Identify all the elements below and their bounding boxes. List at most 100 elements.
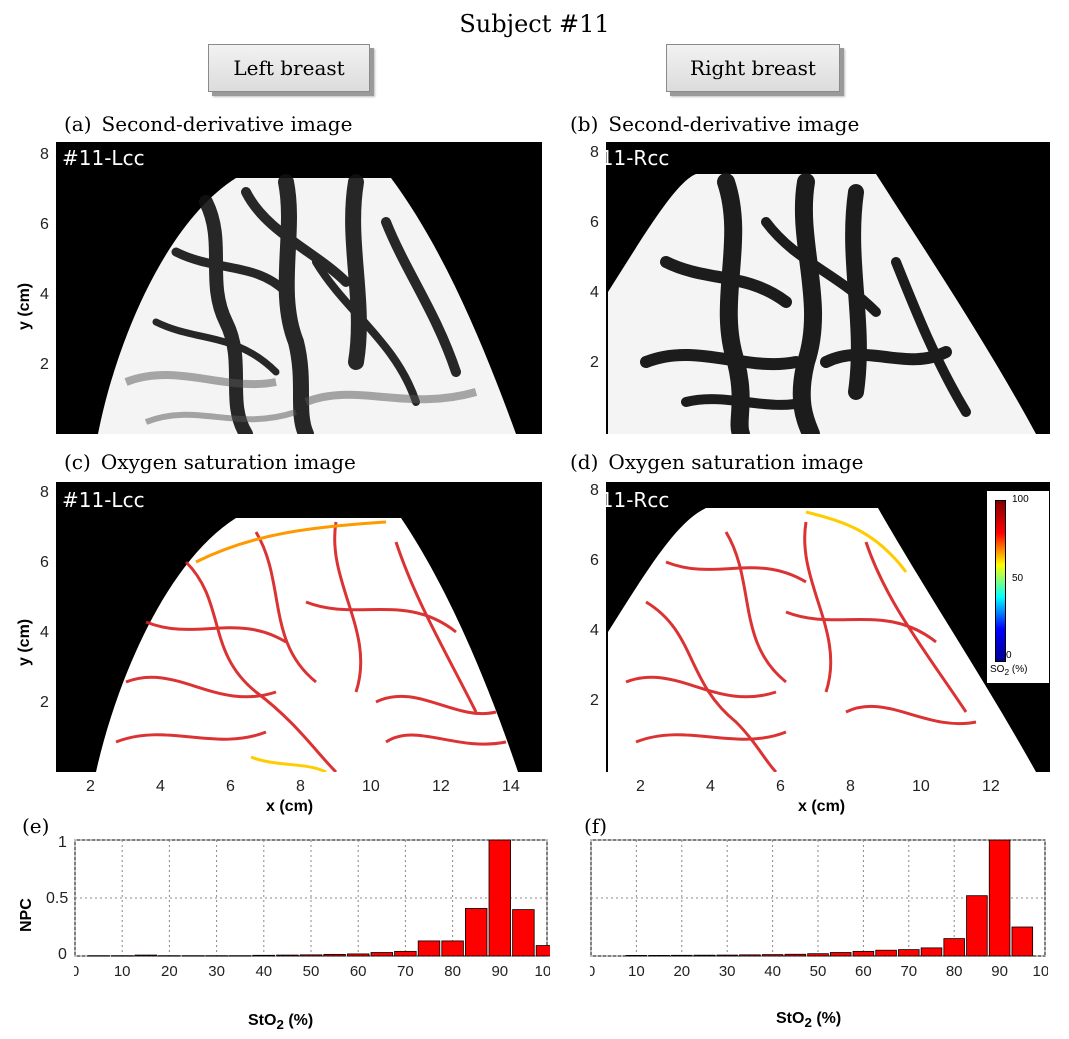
histogram-bar [740,955,761,956]
histogram-bar [694,955,715,956]
histogram-bar [182,956,204,957]
y-tick: 2 [590,354,599,372]
histogram-bar [111,956,133,957]
histogram-x-tick: 40 [764,963,781,980]
histogram-x-tick: 50 [810,963,827,980]
histogram-bar [229,956,251,957]
histogram-bar [536,946,550,956]
histogram-x-tick: 70 [900,963,917,980]
histogram-x-tick: 30 [208,963,225,980]
histogram-bar [418,941,440,956]
histogram-bar [324,954,346,956]
panel-a-caption: (a) Second-derivative image [64,112,352,136]
panel-d-caption-text: Oxygen saturation image [608,450,863,474]
x-label-main: StO [776,1010,804,1027]
histogram-bar [649,955,670,956]
panel-d-tag: (d) [570,450,598,474]
x-label-tail: (%) [812,1010,841,1027]
x-label-sub: 2 [804,1015,811,1030]
x-tick: 12 [982,778,1000,796]
panel-c-image [56,482,542,772]
histogram-bar [762,955,783,956]
histogram-y-axis-label: NPC [18,898,36,932]
y-tick: 6 [590,552,599,570]
y-tick: 8 [590,144,599,162]
x-tick: 6 [226,778,235,796]
histogram-x-tick: 80 [444,963,461,980]
histogram-bar [898,950,919,956]
y-tick: 8 [40,484,49,502]
histogram-bar [785,954,806,956]
y-tick: 4 [40,624,49,642]
y-tick: 6 [40,216,49,234]
histogram-y-tick: 0 [58,946,67,964]
y-axis-label-a: y (cm) [16,283,34,330]
y-tick: 6 [590,214,599,232]
x-tick: 14 [502,778,520,796]
y-tick: 4 [590,622,599,640]
y-tick: 6 [40,554,49,572]
histogram-bar [135,955,157,956]
histogram-bar [853,951,874,956]
histogram-x-tick: 60 [350,963,367,980]
histogram-bar [876,950,897,956]
histogram-bar [300,955,322,956]
panel-a-image-label: #11-Lcc [62,146,145,170]
histogram-x-tick: 20 [673,963,690,980]
panel-d-image [606,482,1050,772]
panel-e-tag: (e) [22,814,49,838]
histogram-x-tick: 50 [303,963,320,980]
y-tick: 8 [590,482,599,500]
left-breast-button[interactable]: Left breast [208,44,370,92]
colorbar-tick: 100 [1012,494,1029,505]
x-tick: 12 [432,778,450,796]
histogram-bar [206,956,228,957]
panel-b-caption-text: Second-derivative image [608,112,859,136]
histogram-bar [717,955,738,956]
panel-a-caption-text: Second-derivative image [102,112,353,136]
x-tick: 8 [846,778,855,796]
x-tick: 10 [362,778,380,796]
panel-b-caption: (b) Second-derivative image [570,112,859,136]
histogram-x-tick: 70 [397,963,414,980]
panel-b-image [606,142,1050,434]
y-tick: 2 [40,694,49,712]
colorbar-tick: 0 [1006,650,1012,661]
histogram-x-tick: 30 [719,963,736,980]
colorbar-label-tail: (%) [1009,664,1027,675]
histogram-x-tick: 80 [946,963,963,980]
histogram-x-tick: 10 [628,963,645,980]
panel-c-caption-text: Oxygen saturation image [101,450,356,474]
histogram-x-tick: 20 [161,963,178,980]
right-breast-button[interactable]: Right breast [666,44,840,92]
histogram-y-tick: 1 [58,834,67,852]
panel-a-image [56,142,542,434]
histogram-y-tick: 0.5 [46,890,68,908]
x-label-main: StO [248,1012,276,1029]
histogram-f-x-axis-label: StO2 (%) [776,1010,841,1030]
x-tick: 2 [86,778,95,796]
panel-d-caption: (d) Oxygen saturation image [570,450,864,474]
y-axis-label-c: y (cm) [16,619,34,666]
y-tick: 2 [40,356,49,374]
y-tick: 8 [40,146,49,164]
histogram-bar [513,910,535,956]
histogram-x-tick: 0 [74,963,79,980]
panel-c-caption: (c) Oxygen saturation image [64,450,356,474]
histogram-x-tick: 100 [1032,963,1048,980]
panel-a-tag: (a) [64,112,92,136]
histogram-bar [489,840,511,956]
panel-b-tag: (b) [570,112,598,136]
histogram-bar [442,941,464,956]
histogram-bar [921,948,942,956]
histogram-bar [371,953,393,956]
y-tick: 4 [40,286,49,304]
histogram-x-tick: 100 [534,963,550,980]
x-tick: 8 [296,778,305,796]
panel-c-image-label: #11-Lcc [62,488,145,512]
histogram-bar [253,955,275,956]
colorbar-tick: 50 [1012,573,1023,584]
histogram-e-x-axis-label: StO2 (%) [248,1012,313,1032]
histogram-x-tick: 90 [991,963,1008,980]
histogram-x-tick: 10 [114,963,131,980]
